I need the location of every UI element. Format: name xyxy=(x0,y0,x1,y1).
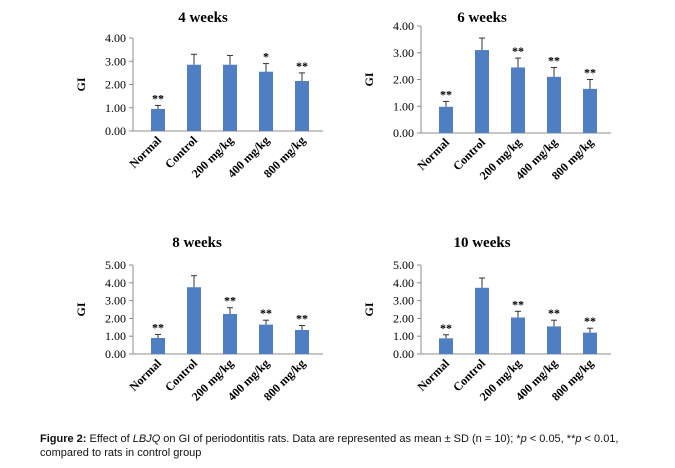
caption-label: Figure 2: xyxy=(40,433,87,445)
significance-marker: * xyxy=(263,50,269,64)
figure-panels: 4 weeksGI0.001.002.003.004.00**NormalCon… xyxy=(74,10,611,404)
bar xyxy=(511,67,525,133)
y-tick-label: 1.00 xyxy=(105,101,126,115)
bar xyxy=(547,326,561,354)
bar xyxy=(475,50,489,134)
y-tick-label: 2.00 xyxy=(105,311,126,325)
bar xyxy=(187,64,201,131)
bar xyxy=(439,338,453,354)
x-tick-label: Normal xyxy=(414,356,452,394)
caption-text-6: p xyxy=(575,433,582,445)
bar xyxy=(583,88,597,133)
y-tick-label: 5.00 xyxy=(105,258,126,272)
caption-text-5: < 0.05, ** xyxy=(526,433,576,445)
bar xyxy=(151,337,165,354)
significance-marker: ** xyxy=(260,306,272,320)
y-tick-label: 1.00 xyxy=(105,329,126,343)
y-tick-label: 0.00 xyxy=(105,124,126,138)
bar xyxy=(259,71,273,131)
x-tick-label: Normal xyxy=(414,135,452,173)
bar xyxy=(223,64,237,131)
x-tick-label: Normal xyxy=(126,133,164,171)
caption-text-3: on GI of periodontitis rats. Data are re… xyxy=(160,433,521,445)
y-tick-label: 2.00 xyxy=(105,78,126,92)
chart-title: 10 weeks xyxy=(453,235,510,251)
bar xyxy=(187,287,201,354)
y-tick-label: 0.00 xyxy=(393,347,414,361)
bar xyxy=(439,106,453,133)
bar xyxy=(295,81,309,131)
bar xyxy=(223,313,237,354)
y-tick-label: 4.00 xyxy=(105,31,126,45)
bar xyxy=(475,287,489,354)
y-tick-label: 3.00 xyxy=(393,294,414,308)
y-tick-label: 0.00 xyxy=(393,126,414,140)
significance-marker: ** xyxy=(584,314,596,328)
bar xyxy=(547,76,561,133)
significance-marker: ** xyxy=(296,59,308,73)
y-axis-label: GI xyxy=(362,302,376,316)
y-tick-label: 1.00 xyxy=(393,99,414,113)
y-axis-label: GI xyxy=(362,72,376,86)
chart-title: 6 weeks xyxy=(457,10,507,26)
chart-title: 8 weeks xyxy=(172,235,222,251)
significance-marker: ** xyxy=(512,44,524,58)
y-tick-label: 3.00 xyxy=(105,294,126,308)
caption-text-1: Effect of xyxy=(86,433,133,445)
caption-text-2: LBJQ xyxy=(132,433,161,445)
significance-marker: ** xyxy=(440,87,452,101)
y-tick-label: 2.00 xyxy=(393,73,414,87)
bar xyxy=(295,329,309,354)
y-tick-label: 3.00 xyxy=(393,46,414,60)
y-tick-label: 4.00 xyxy=(393,19,414,33)
y-tick-label: 4.00 xyxy=(393,276,414,290)
significance-marker: ** xyxy=(548,306,560,320)
x-tick-label: Normal xyxy=(126,356,164,394)
significance-marker: ** xyxy=(152,320,164,334)
significance-marker: ** xyxy=(440,321,452,335)
bar xyxy=(511,317,525,354)
figure-caption: Figure 2: Effect of LBJQ on GI of period… xyxy=(40,432,660,460)
y-tick-label: 2.00 xyxy=(393,311,414,325)
y-tick-label: 5.00 xyxy=(393,258,414,272)
y-axis-label: GI xyxy=(74,77,88,91)
y-tick-label: 3.00 xyxy=(105,54,126,68)
significance-marker: ** xyxy=(584,66,596,80)
bar xyxy=(151,108,165,131)
bar xyxy=(583,332,597,354)
significance-marker: ** xyxy=(152,91,164,105)
y-tick-label: 0.00 xyxy=(105,347,126,361)
significance-marker: ** xyxy=(548,53,560,67)
y-tick-label: 1.00 xyxy=(393,329,414,343)
caption-text-4: p xyxy=(520,433,527,445)
chart-title: 4 weeks xyxy=(178,10,228,26)
bar xyxy=(259,324,273,354)
y-tick-label: 4.00 xyxy=(105,276,126,290)
y-axis-label: GI xyxy=(74,302,88,316)
significance-marker: ** xyxy=(296,312,308,326)
significance-marker: ** xyxy=(512,297,524,311)
caption-text-7: < 0.01, compared to rats in control grou… xyxy=(40,433,619,459)
significance-marker: ** xyxy=(224,294,236,308)
